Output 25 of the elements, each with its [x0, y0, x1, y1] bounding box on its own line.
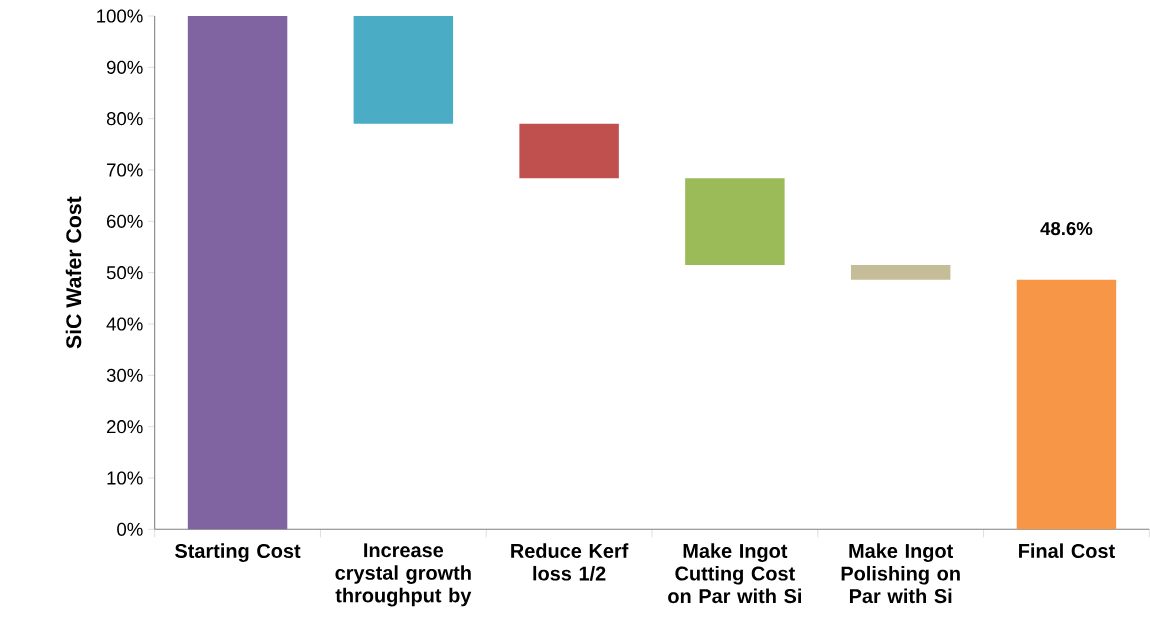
bar — [353, 15, 454, 124]
bar — [850, 264, 951, 280]
bar — [519, 123, 619, 179]
x-tick-label: Make Ingot Polishing on Par with Si — [841, 543, 960, 604]
bar — [1016, 279, 1117, 530]
y-tick-label: 40% — [106, 317, 143, 331]
x-tick-label: Reduce Kerf loss 1/2 — [511, 543, 629, 581]
y-tick-label: 30% — [106, 368, 143, 382]
y-axis-title: SiC Wafer Cost — [65, 196, 82, 349]
y-tick-label: 90% — [106, 60, 143, 74]
x-tick-label: Starting Cost — [175, 543, 301, 563]
y-tick-label: 10% — [107, 471, 143, 485]
y-tick-label: 70% — [107, 163, 143, 177]
y-tick-label: 50% — [106, 266, 143, 280]
y-tick-label: 80% — [106, 112, 143, 126]
y-tick-label: 20% — [107, 420, 143, 434]
y-tick-label: 0% — [117, 522, 143, 536]
bar — [187, 15, 288, 530]
x-tick-label: Final Cost — [1019, 543, 1115, 558]
y-tick-label: 100% — [97, 9, 143, 23]
data-label: 48.6% — [1040, 221, 1093, 236]
x-tick-label: Make Ingot Cutting Cost on Par with Si — [668, 543, 801, 604]
bar — [685, 178, 785, 265]
x-tick-label: Increase crystal growth throughput by — [335, 543, 472, 607]
y-tick-label: 60% — [107, 214, 143, 228]
